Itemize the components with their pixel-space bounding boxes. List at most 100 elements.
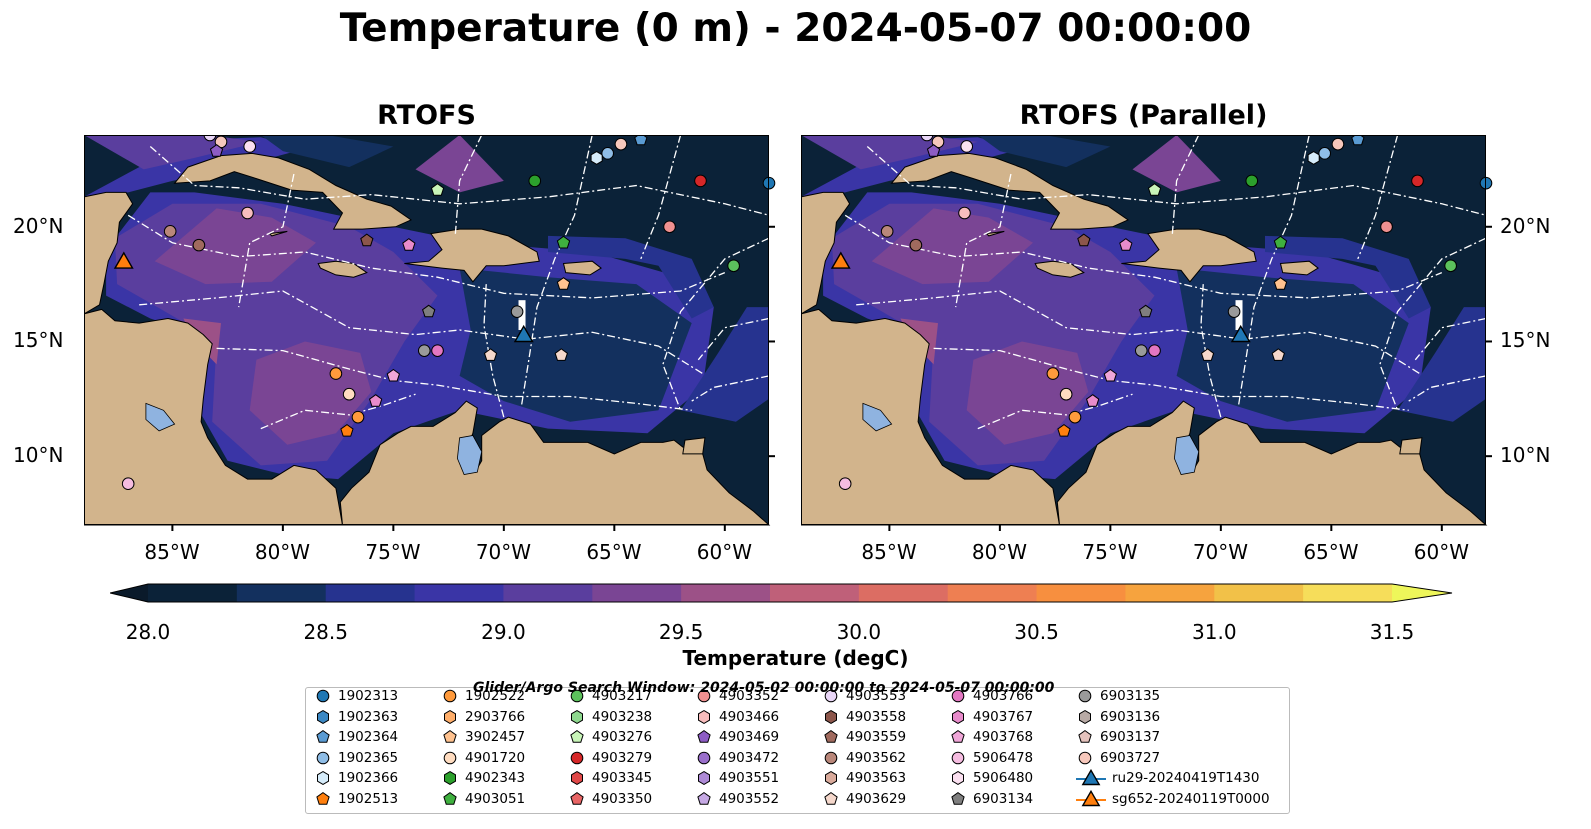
argo-float-marker: [386, 368, 400, 382]
boundary-line: [856, 290, 1421, 375]
legend-marker-icon: [316, 751, 330, 764]
legend-marker-icon: [824, 689, 838, 703]
colorbar-tick-label: 29.0: [481, 620, 526, 644]
legend-item: 4903563: [822, 768, 906, 788]
legend-marker-icon: [443, 751, 457, 764]
boundary-line: [933, 347, 1409, 411]
colorbar-segment: [858, 584, 949, 602]
temperature-field-region: [548, 235, 714, 319]
boundary-line: [866, 146, 1487, 216]
legend-symbol: [952, 771, 964, 785]
temperature-field-region: [154, 208, 316, 285]
legend-marker-icon: [443, 791, 457, 805]
legend-label: 1902365: [338, 749, 399, 766]
legend-marker-icon: [951, 751, 965, 764]
argo-float-marker: [1077, 233, 1091, 247]
lon-label: 85°W: [144, 540, 200, 564]
legend-item: 2903766: [441, 707, 525, 727]
land-polygon: [682, 437, 706, 455]
legend-symbol: [824, 729, 838, 743]
argo-float-marker: [329, 367, 343, 380]
legend-item: 4903350: [568, 789, 652, 809]
temperature-field-region: [1265, 235, 1431, 319]
land-polygon: [173, 152, 413, 230]
argo-float-marker: [1227, 305, 1241, 318]
temperature-field-region: [249, 341, 372, 445]
legend-item: 4903552: [695, 789, 779, 809]
legend-marker-icon: [697, 689, 711, 703]
legend-marker-icon: [1078, 729, 1092, 743]
legend-marker-icon: [951, 729, 965, 743]
legend: 1902313 1902363 1902364 1902365 1902366 19025…: [305, 687, 1290, 814]
legend-symbol: [443, 729, 457, 743]
legend-marker-icon: [443, 729, 457, 743]
land-polygon: [985, 230, 1005, 237]
legend-item: 4903276: [568, 727, 652, 747]
argo-float-marker: [340, 423, 354, 437]
legend-label: 4903466: [719, 708, 780, 725]
legend-marker-icon: [1076, 769, 1106, 786]
legend-symbol: [443, 689, 457, 703]
legend-symbol: [1078, 729, 1092, 743]
legend-item: 6903727: [1076, 748, 1160, 768]
legend-marker-icon: [697, 791, 711, 805]
argo-float-marker: [1271, 348, 1285, 361]
boundary-line: [127, 214, 726, 299]
legend-label: 6903135: [1100, 688, 1161, 704]
colorbar-segment: [503, 584, 593, 602]
legend-label: 4903279: [592, 749, 653, 766]
legend-label: 5906480: [973, 770, 1034, 786]
argo-float-marker: [1411, 174, 1424, 188]
colorbar-segment: [681, 584, 771, 602]
temperature-field-region: [415, 135, 504, 193]
argo-float-marker: [431, 344, 444, 357]
legend-marker-icon: [571, 771, 583, 785]
argo-float-marker: [727, 259, 740, 273]
temperature-field-region: [1397, 307, 1486, 422]
map-rtofs[interactable]: [83, 128, 781, 535]
legend-symbol: [951, 751, 965, 764]
colorbar-segment: [148, 584, 238, 602]
legend-label: 4901720: [465, 749, 526, 766]
legend-marker-icon: [951, 689, 965, 703]
argo-float-marker: [360, 233, 374, 247]
glider-marker: [513, 324, 534, 343]
legend-item: ru29-20240419T1430: [1076, 768, 1259, 788]
argo-float-marker: [121, 477, 135, 491]
lake-polygon: [145, 402, 176, 432]
legend-label: 4903345: [592, 770, 653, 786]
land-polygon: [1121, 228, 1257, 283]
legend-marker-icon: [570, 791, 584, 805]
boundary-line: [216, 347, 692, 411]
legend-label: 4903051: [465, 790, 526, 807]
lat-label-left: 20°N: [13, 213, 64, 238]
legend-symbol: [697, 791, 711, 805]
legend-marker-icon: [444, 709, 456, 724]
legend-marker-icon: [570, 689, 584, 703]
legend-item: 4901720: [441, 748, 525, 768]
argo-float-marker: [209, 144, 224, 157]
colorbar-tick-label: 28.0: [125, 620, 171, 644]
argo-float-marker: [1307, 151, 1320, 165]
legend-label: ru29-20240419T1430: [1112, 770, 1260, 786]
figure-title: Temperature (0 m) - 2024-05-07 00:00:00: [339, 6, 1252, 51]
legend-marker-icon: [316, 729, 330, 743]
argo-float-marker: [1068, 410, 1082, 424]
argo-float-marker: [601, 147, 614, 160]
legend-item: 3902457: [441, 727, 525, 747]
legend-marker-icon: [570, 751, 584, 764]
legend-label: 2903766: [465, 708, 526, 725]
colorbar-segment: [592, 584, 682, 602]
boundary-line: [977, 393, 1133, 430]
argo-float-marker: [634, 132, 648, 146]
map-rtofs-parallel[interactable]: [800, 128, 1498, 535]
legend-item: 6903136: [1076, 707, 1160, 727]
legend-marker-icon: [571, 709, 583, 724]
legend-marker-icon: [1078, 751, 1092, 764]
boundary-line: [844, 214, 1443, 299]
legend-marker-icon: [317, 771, 329, 785]
legend-label: 4903558: [846, 708, 907, 725]
colorbar-segment: [1036, 584, 1126, 602]
legend-label: 4903469: [719, 729, 780, 745]
boundary-line: [1379, 237, 1487, 411]
